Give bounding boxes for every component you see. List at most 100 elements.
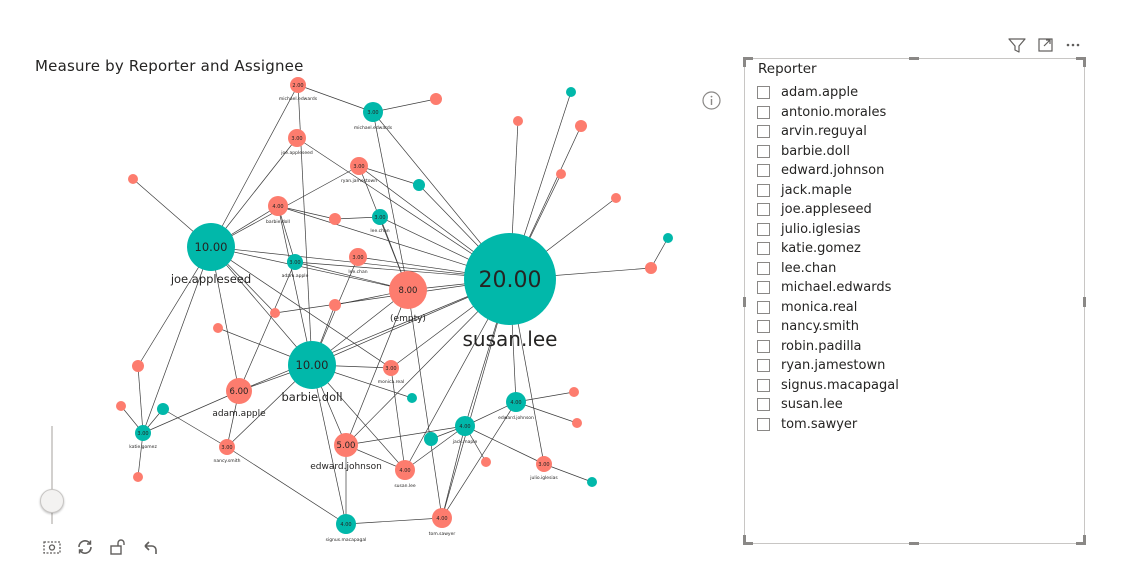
slicer-checkbox[interactable] — [757, 125, 770, 139]
graph-node-circle[interactable] — [389, 271, 427, 309]
graph-node-unlabeled[interactable] — [481, 457, 491, 467]
unlock-icon[interactable] — [108, 538, 128, 556]
graph-node-unlabeled[interactable] — [556, 169, 566, 179]
graph-node[interactable]: 3.00 michael.edwards — [354, 102, 393, 131]
slicer-checkbox[interactable] — [757, 105, 770, 119]
network-graph[interactable]: 20.00 susan.lee 10.00 joe.appleseed 10.00 bar… — [0, 0, 700, 584]
slicer-item[interactable]: ryan.jamestown — [757, 356, 899, 376]
graph-node-unlabeled[interactable] — [213, 323, 223, 333]
graph-node[interactable]: 3.00 joe.appleseed — [280, 129, 313, 156]
graph-node[interactable]: 3.00 nancy.smith — [214, 439, 241, 464]
resize-handle-top-left[interactable] — [743, 57, 753, 60]
graph-node[interactable]: 10.00 barbie.doll — [281, 341, 343, 404]
graph-node-unlabeled[interactable] — [132, 360, 144, 372]
graph-node-circle[interactable] — [536, 456, 552, 472]
slicer-item[interactable]: lee.chan — [757, 259, 899, 279]
graph-node-circle[interactable] — [372, 209, 388, 225]
zoom-slider-thumb[interactable] — [40, 489, 64, 513]
graph-node-unlabeled[interactable] — [645, 262, 657, 274]
graph-node-circle[interactable] — [334, 433, 358, 457]
slicer-item[interactable]: michael.edwards — [757, 278, 899, 298]
graph-node-unlabeled[interactable] — [611, 193, 621, 203]
graph-node[interactable]: 6.00 adam.apple — [212, 378, 266, 419]
graph-node-unlabeled[interactable] — [116, 401, 126, 411]
slicer-checkbox[interactable] — [757, 242, 770, 256]
slicer-checkbox[interactable] — [757, 320, 770, 334]
slicer-item[interactable]: robin.padilla — [757, 337, 899, 357]
graph-node[interactable]: 3.00 katie.gomez — [129, 425, 157, 450]
resize-handle-top[interactable] — [909, 57, 919, 60]
slicer-checkbox[interactable] — [757, 144, 770, 158]
graph-node-circle[interactable] — [363, 102, 383, 122]
slicer-checkbox[interactable] — [757, 164, 770, 178]
resize-handle-top-right[interactable] — [1076, 57, 1086, 60]
graph-node-circle[interactable] — [288, 341, 336, 389]
graph-node[interactable]: 3.00 lee.chan — [348, 248, 368, 275]
resize-handle-bottom[interactable] — [909, 542, 919, 545]
graph-node-circle[interactable] — [349, 248, 367, 266]
graph-node[interactable]: 4.00 barbie.doll — [266, 196, 290, 225]
slicer-checkbox[interactable] — [757, 398, 770, 412]
graph-node-unlabeled[interactable] — [413, 179, 425, 191]
graph-node-unlabeled[interactable] — [157, 403, 169, 415]
slicer-item[interactable]: arvin.reguyal — [757, 122, 899, 142]
screenshot-icon[interactable] — [42, 538, 62, 556]
graph-node-unlabeled[interactable] — [133, 472, 143, 482]
slicer-checkbox[interactable] — [757, 281, 770, 295]
slicer-checkbox[interactable] — [757, 359, 770, 373]
graph-node[interactable]: 3.00 adam.apple — [282, 254, 309, 279]
resize-handle-top-left-v[interactable] — [743, 57, 746, 67]
graph-node-circle[interactable] — [287, 254, 303, 270]
graph-node-circle[interactable] — [226, 378, 252, 404]
graph-node[interactable]: 4.00 jack.maple — [452, 416, 478, 445]
resize-handle-left[interactable] — [743, 297, 746, 307]
graph-node-circle[interactable] — [464, 233, 556, 325]
slicer-item[interactable]: edward.johnson — [757, 161, 899, 181]
undo-icon[interactable] — [140, 538, 160, 556]
graph-node-unlabeled[interactable] — [329, 213, 341, 225]
graph-node-unlabeled[interactable] — [572, 418, 582, 428]
graph-node-unlabeled[interactable] — [407, 393, 417, 403]
slicer-item[interactable]: tom.sawyer — [757, 415, 899, 435]
slicer-checkbox[interactable] — [757, 339, 770, 353]
graph-node-circle[interactable] — [336, 514, 356, 534]
graph-node[interactable]: 3.00 julio.iglesias — [529, 456, 558, 481]
slicer-item[interactable]: jack.maple — [757, 181, 899, 201]
slicer-checkbox[interactable] — [757, 300, 770, 314]
graph-node-unlabeled[interactable] — [566, 87, 576, 97]
graph-node-unlabeled[interactable] — [575, 120, 587, 132]
graph-node[interactable]: 3.00 ryan.jamestown — [341, 157, 377, 184]
slicer-checkbox[interactable] — [757, 417, 770, 431]
slicer-item[interactable]: barbie.doll — [757, 142, 899, 162]
slicer-item[interactable]: julio.iglesias — [757, 220, 899, 240]
more-options-icon[interactable] — [1066, 43, 1080, 47]
slicer-checkbox[interactable] — [757, 378, 770, 392]
slicer-checkbox[interactable] — [757, 183, 770, 197]
graph-node[interactable]: 4.00 susan.lee — [394, 460, 416, 489]
graph-node[interactable]: 20.00 susan.lee — [463, 233, 558, 351]
slicer-item[interactable]: signus.macapagal — [757, 376, 899, 396]
graph-node-circle[interactable] — [290, 77, 306, 93]
slicer-item[interactable]: susan.lee — [757, 395, 899, 415]
graph-node-unlabeled[interactable] — [270, 308, 280, 318]
graph-node[interactable]: 4.00 signus.macapagal — [326, 514, 367, 543]
graph-node-unlabeled[interactable] — [128, 174, 138, 184]
slicer-item[interactable]: katie.gomez — [757, 239, 899, 259]
graph-node-unlabeled[interactable] — [663, 233, 673, 243]
graph-node[interactable]: 2.00 michael.edwards — [279, 77, 318, 102]
graph-node-unlabeled[interactable] — [513, 116, 523, 126]
graph-node[interactable]: 10.00 joe.appleseed — [170, 223, 251, 286]
graph-node-circle[interactable] — [219, 439, 235, 455]
graph-node[interactable]: 3.00 monica.real — [378, 360, 404, 385]
graph-node[interactable]: 4.00 edward.johnson — [498, 392, 534, 421]
graph-node-circle[interactable] — [395, 460, 415, 480]
graph-node[interactable]: 8.00 (empty) — [389, 271, 427, 324]
slicer-checkbox[interactable] — [757, 222, 770, 236]
resize-handle-bottom-left-v[interactable] — [743, 535, 746, 545]
zoom-slider-track[interactable] — [51, 426, 53, 524]
graph-node-circle[interactable] — [187, 223, 235, 271]
graph-node-circle[interactable] — [350, 157, 368, 175]
graph-node-unlabeled[interactable] — [424, 432, 438, 446]
slicer-checkbox[interactable] — [757, 261, 770, 275]
slicer-item[interactable]: monica.real — [757, 298, 899, 318]
